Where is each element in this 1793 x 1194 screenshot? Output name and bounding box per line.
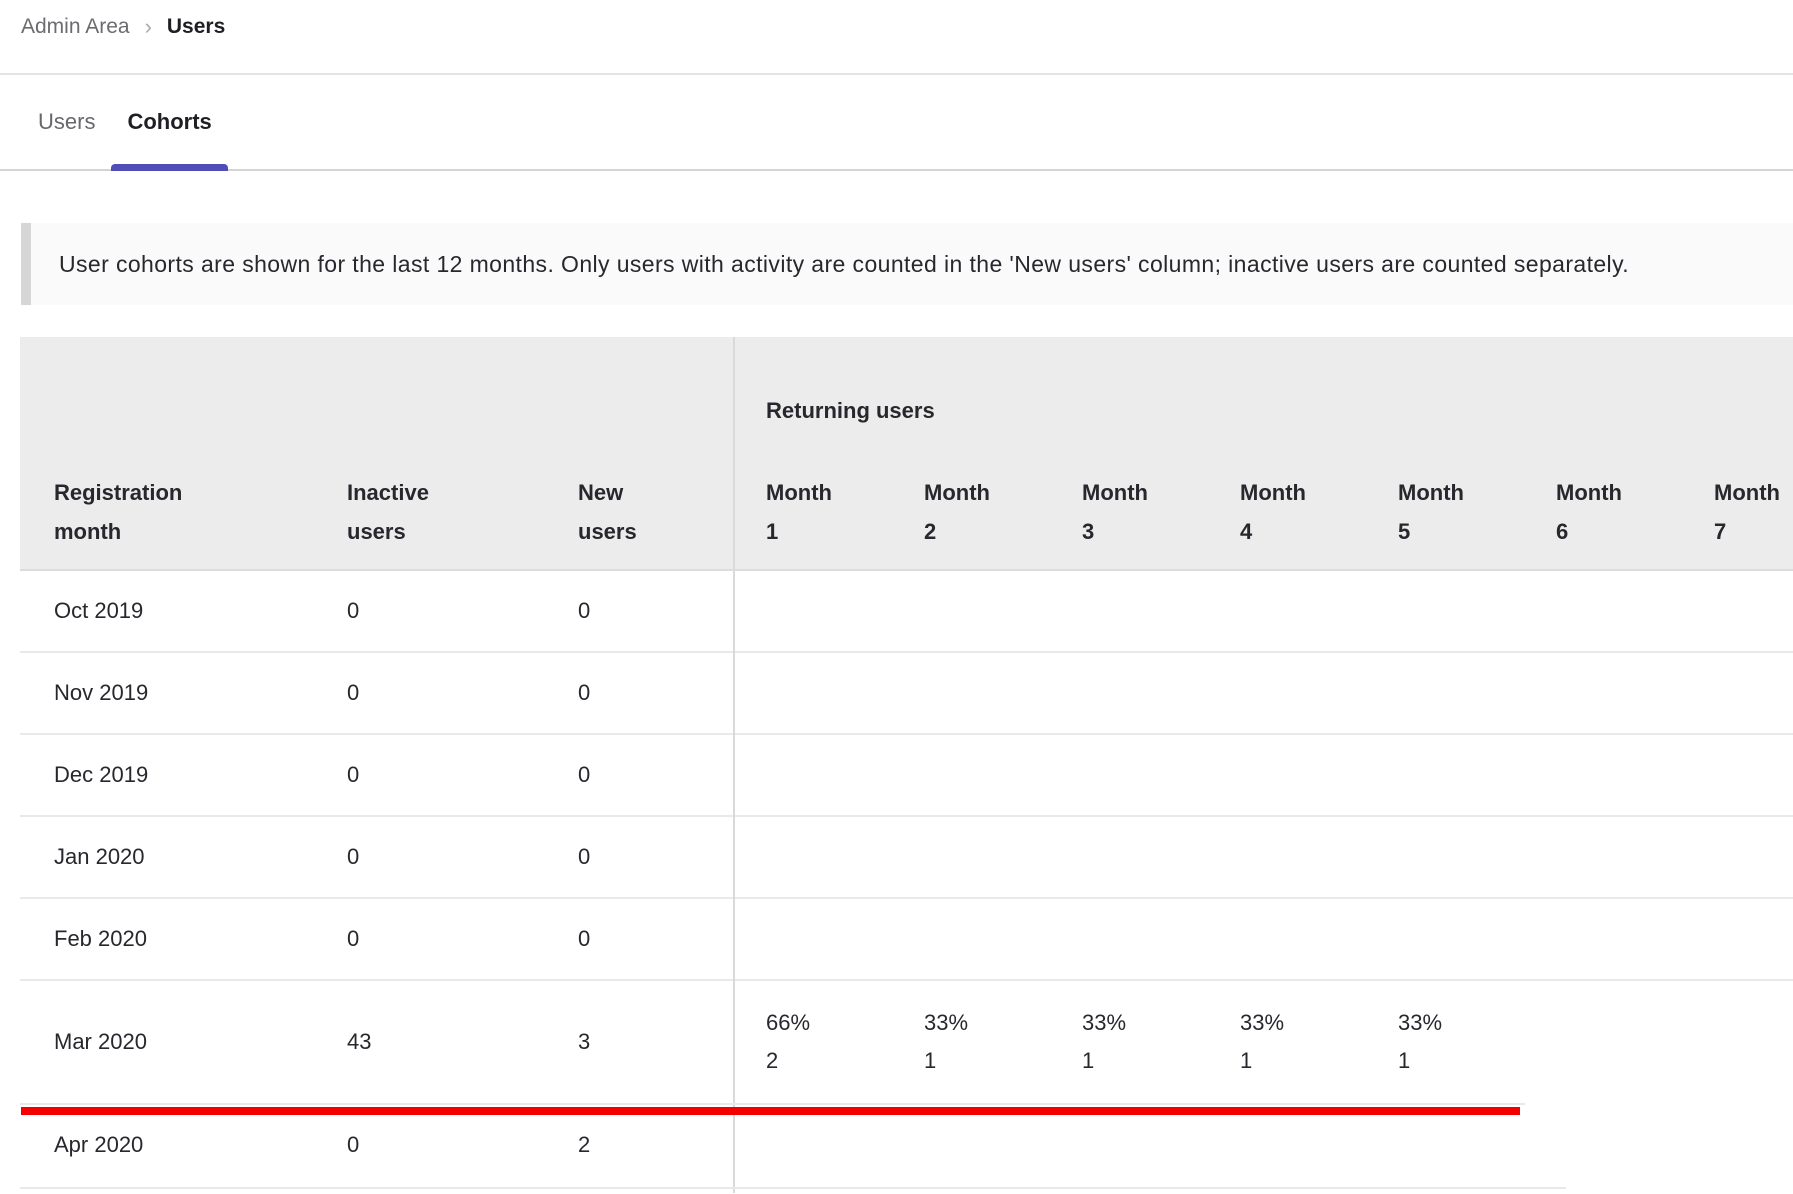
cell-new-users: 0 — [578, 680, 591, 705]
column-header-registration-month: Registration month — [20, 473, 313, 551]
cell-new-users: 3 — [578, 1029, 591, 1054]
column-header-label: Month 3 — [1082, 480, 1148, 544]
returning-percentage: 33% — [1082, 1010, 1127, 1035]
returning-count: 1 — [1240, 1048, 1253, 1073]
returning-count: 1 — [1398, 1048, 1411, 1073]
cell-new-users: 0 — [578, 598, 591, 623]
red-annotation-underline — [21, 1107, 1520, 1115]
tab-users[interactable]: Users — [22, 75, 111, 169]
active-tab-indicator — [111, 164, 228, 171]
table-row: Nov 2019 0 0 — [20, 653, 1793, 735]
cell-returning-month-4: 33% 1 — [1207, 1004, 1365, 1080]
returning-users-column-divider — [733, 337, 735, 1193]
table-row: Feb 2020 0 0 — [20, 899, 1793, 981]
returning-count: 2 — [766, 1048, 779, 1073]
cell-registration-month: Oct 2019 — [54, 598, 144, 623]
column-header-label: Month 7 — [1714, 480, 1780, 544]
column-header-month-5: Month 5 — [1365, 473, 1523, 551]
returning-count: 1 — [924, 1048, 937, 1073]
cell-new-users: 0 — [578, 926, 591, 951]
cell-inactive-users: 0 — [347, 598, 360, 623]
breadcrumb: Admin Area › Users — [0, 0, 1793, 75]
breadcrumb-link-admin-area[interactable]: Admin Area — [21, 15, 130, 38]
mar-row-bottom-border — [20, 1103, 1525, 1105]
table-row: Apr 2020 0 2 — [20, 1103, 1793, 1187]
column-header-month-6: Month 6 — [1523, 473, 1681, 551]
cell-inactive-users: 43 — [347, 1029, 372, 1054]
cell-registration-month: Feb 2020 — [54, 926, 147, 951]
cell-registration-month: Apr 2020 — [54, 1132, 144, 1157]
cell-returning-month-3: 33% 1 — [1049, 1004, 1207, 1080]
table-row: Dec 2019 0 0 — [20, 735, 1793, 817]
column-header-label: Month 1 — [766, 480, 832, 544]
returning-count: 1 — [1082, 1048, 1095, 1073]
cell-inactive-users: 0 — [347, 844, 360, 869]
cell-registration-month: Dec 2019 — [54, 762, 149, 787]
cell-new-users: 2 — [578, 1132, 591, 1157]
returning-percentage: 66% — [766, 1010, 811, 1035]
table-row: Oct 2019 0 0 — [20, 571, 1793, 653]
returning-percentage: 33% — [1240, 1010, 1285, 1035]
table-header-row: Returning users Registration month Inact… — [20, 337, 1793, 571]
cell-returning-month-5: 33% 1 — [1365, 1004, 1523, 1080]
column-header-label: Month 2 — [924, 480, 990, 544]
apr-row-bottom-border — [20, 1187, 1566, 1189]
cell-new-users: 0 — [578, 762, 591, 787]
cell-new-users: 0 — [578, 844, 591, 869]
cell-inactive-users: 0 — [347, 762, 360, 787]
column-header-inactive-users: Inactive users — [313, 473, 544, 551]
column-header-label: Month 4 — [1240, 480, 1306, 544]
column-header-label: Month 5 — [1398, 480, 1464, 544]
cell-registration-month: Nov 2019 — [54, 680, 149, 705]
returning-percentage: 33% — [924, 1010, 969, 1035]
returning-percentage: 33% — [1398, 1010, 1443, 1035]
cell-returning-month-1: 66% 2 — [733, 1004, 891, 1080]
column-header-label: Month 6 — [1556, 480, 1622, 544]
column-header-month-7: Month 7 — [1681, 473, 1793, 551]
cell-registration-month: Mar 2020 — [54, 1029, 147, 1054]
banner-text: User cohorts are shown for the last 12 m… — [59, 250, 1630, 277]
column-header-month-3: Month 3 — [1049, 473, 1207, 551]
cell-registration-month: Jan 2020 — [54, 844, 145, 869]
column-header-label: New users — [578, 480, 637, 544]
tab-users-label: Users — [38, 109, 96, 134]
tab-cohorts-label: Cohorts — [127, 109, 212, 134]
cohorts-info-banner: User cohorts are shown for the last 12 m… — [21, 223, 1793, 305]
cell-returning-month-2: 33% 1 — [891, 1004, 1049, 1080]
breadcrumb-current-page[interactable]: Users — [166, 15, 226, 38]
cell-inactive-users: 0 — [347, 680, 360, 705]
column-header-label: Inactive users — [347, 480, 429, 544]
cohorts-table: Returning users Registration month Inact… — [20, 337, 1793, 1193]
table-row: Jan 2020 0 0 — [20, 817, 1793, 899]
column-header-month-2: Month 2 — [891, 473, 1049, 551]
tab-bar: Users Cohorts — [0, 75, 1793, 171]
cell-inactive-users: 0 — [347, 1132, 360, 1157]
column-header-month-1: Month 1 — [733, 473, 891, 551]
column-header-new-users: New users — [544, 473, 733, 551]
table-row-mar-2020: Mar 2020 43 3 66% 2 33% 1 33% 1 33% 1 33… — [20, 981, 1793, 1103]
column-group-header-returning-users: Returning users — [766, 398, 935, 423]
cell-inactive-users: 0 — [347, 926, 360, 951]
column-header-month-4: Month 4 — [1207, 473, 1365, 551]
column-header-label: Registration month — [54, 480, 183, 544]
tab-cohorts[interactable]: Cohorts — [111, 75, 228, 171]
chevron-right-icon: › — [144, 14, 152, 39]
